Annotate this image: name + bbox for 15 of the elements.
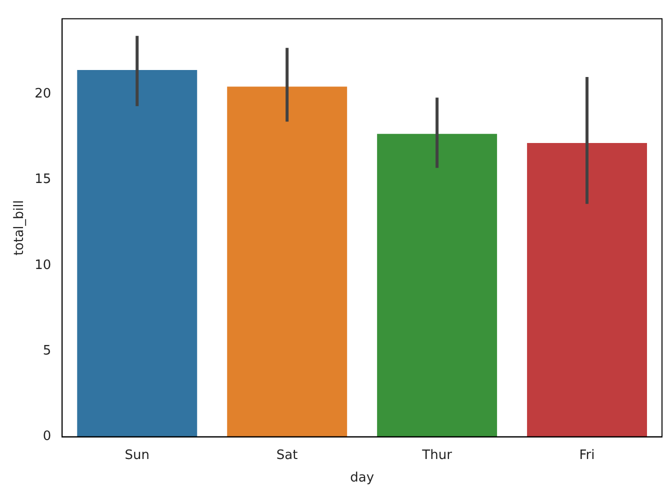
- y-tick-label: 15: [34, 172, 52, 188]
- x-axis-title: day: [350, 470, 374, 486]
- bar: [77, 70, 198, 437]
- x-tick-label: Sun: [124, 448, 150, 463]
- bar: [227, 86, 348, 437]
- y-tick-label: 20: [34, 86, 52, 102]
- y-axis-title: total_bill: [12, 200, 28, 256]
- bar: [377, 134, 498, 437]
- y-tick-label: 5: [42, 344, 52, 359]
- y-tick-label: 10: [34, 258, 52, 273]
- x-tick-label: Thur: [421, 448, 453, 463]
- x-tick-label: Fri: [579, 448, 595, 463]
- x-tick-label: Sat: [276, 448, 298, 463]
- bar: [527, 143, 648, 437]
- y-tick-label: 0: [42, 429, 52, 444]
